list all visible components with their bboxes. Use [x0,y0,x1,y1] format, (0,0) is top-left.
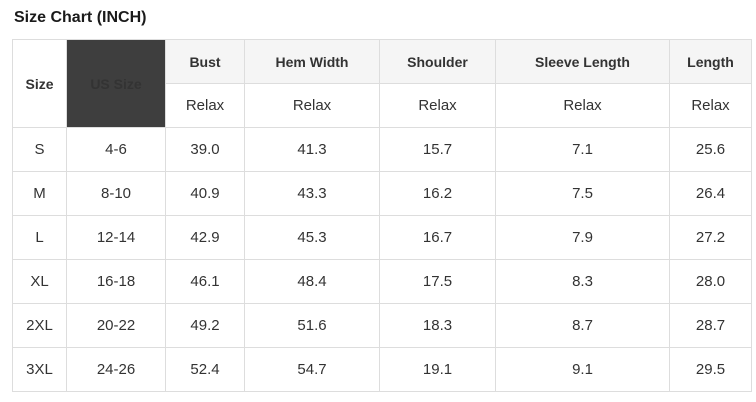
cell-bust: 39.0 [165,127,245,172]
cell-sleeve-length: 8.3 [495,259,670,304]
cell-length: 26.4 [669,171,752,216]
subheader-relax-hem-width: Relax [244,83,380,128]
cell-sleeve-length: 8.7 [495,303,670,348]
cell-us-size: 12-14 [66,215,166,260]
cell-sleeve-length: 7.9 [495,215,670,260]
cell-shoulder: 15.7 [379,127,496,172]
cell-us-size: 4-6 [66,127,166,172]
cell-bust: 46.1 [165,259,245,304]
cell-size: M [12,171,67,216]
col-header-bust: Bust [165,39,245,84]
cell-length: 27.2 [669,215,752,260]
cell-size: 3XL [12,347,67,392]
cell-shoulder: 19.1 [379,347,496,392]
col-header-us-size: US Size [66,39,166,128]
table-row-2xl: 2XL 20-22 49.2 51.6 18.3 8.7 28.7 [12,303,752,348]
table-row-m: M 8-10 40.9 43.3 16.2 7.5 26.4 [12,171,752,216]
cell-sleeve-length: 9.1 [495,347,670,392]
cell-hem-width: 45.3 [244,215,380,260]
cell-length: 25.6 [669,127,752,172]
cell-bust: 40.9 [165,171,245,216]
page-title: Size Chart (INCH) [14,9,147,26]
cell-size: XL [12,259,67,304]
header-row-measures: Size US Size Bust Hem Width Shoulder Sle… [12,39,752,128]
cell-hem-width: 43.3 [244,171,380,216]
cell-bust: 52.4 [165,347,245,392]
subheader-relax-length: Relax [669,83,752,128]
cell-shoulder: 18.3 [379,303,496,348]
cell-us-size: 24-26 [66,347,166,392]
subheader-relax-sleeve-length: Relax [495,83,670,128]
table-row-3xl: 3XL 24-26 52.4 54.7 19.1 9.1 29.5 [12,347,752,392]
cell-length: 28.0 [669,259,752,304]
cell-hem-width: 41.3 [244,127,380,172]
subheader-relax-shoulder: Relax [379,83,496,128]
cell-length: 28.7 [669,303,752,348]
col-header-length: Length [669,39,752,84]
cell-bust: 42.9 [165,215,245,260]
col-header-shoulder: Shoulder [379,39,496,84]
size-chart-table: Size US Size Bust Hem Width Shoulder Sle… [12,39,752,392]
cell-us-size: 16-18 [66,259,166,304]
cell-hem-width: 51.6 [244,303,380,348]
table-row-s: S 4-6 39.0 41.3 15.7 7.1 25.6 [12,127,752,172]
cell-hem-width: 48.4 [244,259,380,304]
cell-shoulder: 16.7 [379,215,496,260]
header-row-fit: Relax Relax Relax Relax Relax [13,83,752,128]
table-row-xl: XL 16-18 46.1 48.4 17.5 8.3 28.0 [12,259,752,304]
table-body: S 4-6 39.0 41.3 15.7 7.1 25.6 M 8-10 40.… [12,127,752,392]
cell-shoulder: 17.5 [379,259,496,304]
cell-sleeve-length: 7.5 [495,171,670,216]
col-header-size: Size [12,39,67,128]
subheader-relax-bust: Relax [165,83,245,128]
cell-us-size: 8-10 [66,171,166,216]
cell-sleeve-length: 7.1 [495,127,670,172]
cell-shoulder: 16.2 [379,171,496,216]
cell-size: S [12,127,67,172]
cell-us-size: 20-22 [66,303,166,348]
table-row-l: L 12-14 42.9 45.3 16.7 7.9 27.2 [12,215,752,260]
col-header-sleeve-length: Sleeve Length [495,39,670,84]
cell-size: L [12,215,67,260]
cell-hem-width: 54.7 [244,347,380,392]
cell-bust: 49.2 [165,303,245,348]
col-header-hem-width: Hem Width [244,39,380,84]
cell-size: 2XL [12,303,67,348]
table-header: Size US Size Bust Hem Width Shoulder Sle… [12,39,752,128]
cell-length: 29.5 [669,347,752,392]
